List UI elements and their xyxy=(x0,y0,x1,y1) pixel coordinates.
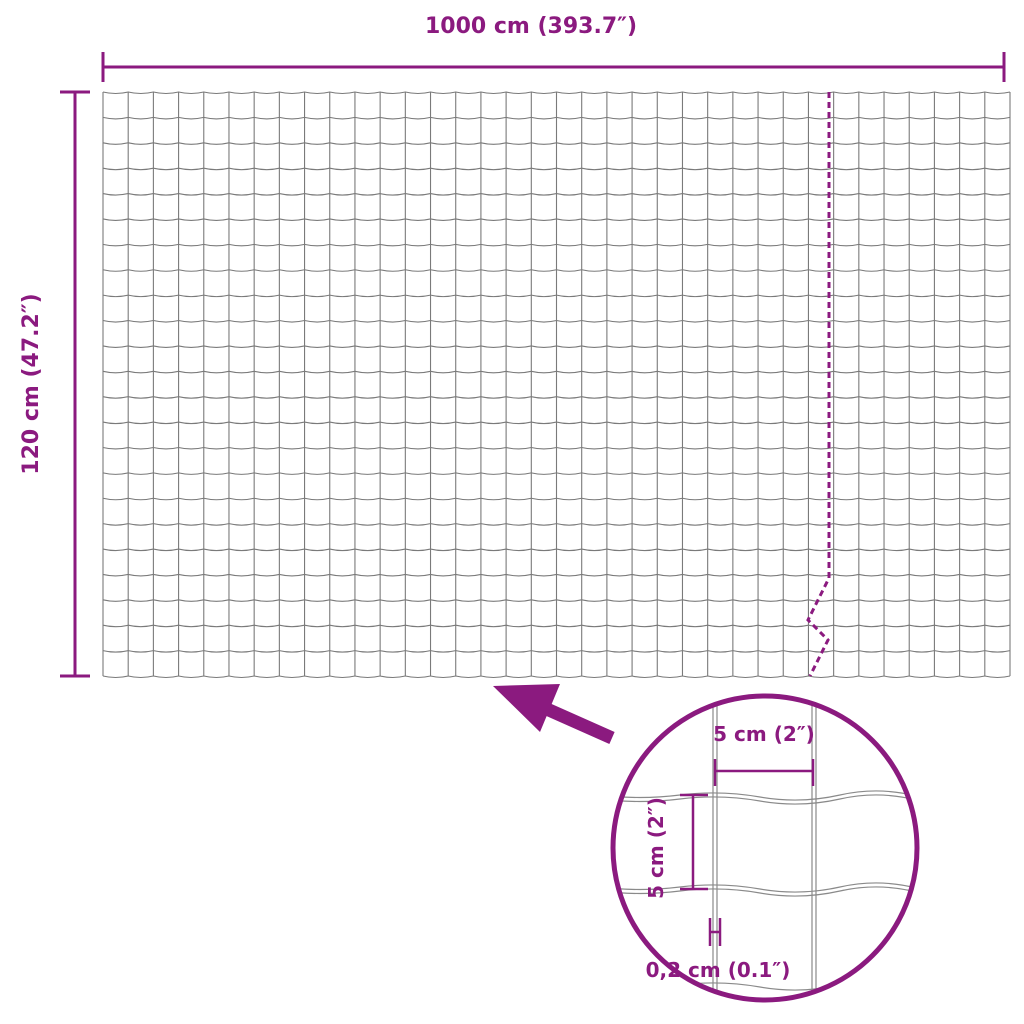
horizontal-wire xyxy=(102,167,1011,171)
horizontal-wire xyxy=(102,675,1011,679)
wire-mesh xyxy=(102,91,1011,679)
horizontal-wire xyxy=(102,345,1011,348)
zoom-arrow-icon xyxy=(493,684,615,744)
horizontal-wire xyxy=(102,446,1011,450)
height-dimension xyxy=(60,90,90,678)
horizontal-wire xyxy=(102,218,1011,222)
width-dimension xyxy=(101,52,1006,82)
horizontal-wire xyxy=(102,116,1011,120)
horizontal-wire xyxy=(102,624,1011,628)
horizontal-wire xyxy=(102,650,1011,653)
wire-thickness-label: 0,2 cm (0.1″) xyxy=(646,958,791,982)
horizontal-wire xyxy=(102,294,1011,298)
horizontal-wire xyxy=(102,91,1011,95)
horizontal-wire xyxy=(102,370,1011,374)
mesh-height-label: 5 cm (2″) xyxy=(644,797,668,899)
horizontal-wire xyxy=(102,269,1011,272)
mesh-width-label: 5 cm (2″) xyxy=(713,722,815,746)
width-label: 1000 cm (393.7″) xyxy=(425,14,637,39)
horizontal-wire xyxy=(102,243,1011,247)
horizontal-wire xyxy=(102,396,1011,399)
roll-cut-line xyxy=(806,92,831,677)
horizontal-wire xyxy=(102,472,1011,475)
horizontal-wire xyxy=(102,523,1011,526)
horizontal-wire xyxy=(102,573,1011,577)
horizontal-wire xyxy=(102,421,1011,425)
horizontal-wire xyxy=(102,192,1011,196)
horizontal-wire xyxy=(102,548,1011,552)
horizontal-wire xyxy=(102,497,1011,501)
horizontal-wire xyxy=(102,142,1011,145)
height-label: 120 cm (47.2″) xyxy=(19,293,44,474)
mesh-detail: 5 cm (2″) 5 cm (2″) 0,2 cm (0.1″) xyxy=(610,693,920,1003)
horizontal-wire xyxy=(102,319,1011,323)
horizontal-wire xyxy=(102,599,1011,602)
